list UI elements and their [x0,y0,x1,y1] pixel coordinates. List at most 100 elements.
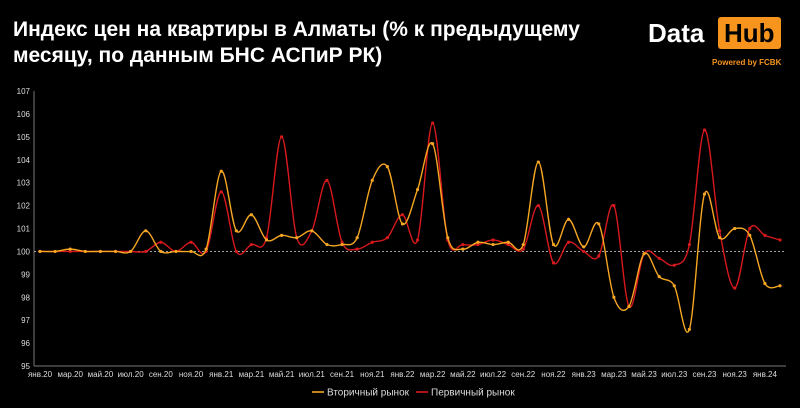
y-tick-label: 97 [21,316,30,325]
data-point-secondary [144,229,148,233]
data-point-secondary [38,249,42,254]
data-point-primary [491,238,495,242]
data-point-primary [657,256,661,260]
data-point-secondary [189,249,193,254]
data-point-secondary [400,222,405,226]
data-point-primary [461,242,465,247]
x-tick-label: янв.20 [28,370,53,379]
data-point-secondary [53,249,57,254]
data-point-secondary [582,245,586,249]
data-point-secondary [68,247,72,251]
data-point-secondary [717,236,722,240]
data-point-secondary [431,142,435,146]
x-tick-label: ноя.22 [541,370,566,379]
data-point-primary [355,247,359,251]
data-point-primary [340,240,344,244]
x-tick-label: янв.21 [209,370,234,379]
x-tick-label: ноя.23 [723,370,748,379]
data-point-secondary [113,249,118,254]
data-point-secondary [234,229,238,233]
data-point-primary [219,190,223,194]
data-point-primary [748,226,752,231]
data-point-primary [400,213,405,217]
data-point-secondary [597,222,601,226]
x-tick-label: сен.23 [692,370,717,379]
x-axis: янв.20 мар.20 май.20 июл.20 сен.20 ноя.20 янв.… [28,365,786,379]
data-point-secondary [280,233,284,237]
data-point-secondary [264,238,269,242]
data-point-secondary [310,229,314,233]
data-point-primary [370,240,374,244]
x-tick-label: май.21 [269,370,295,379]
x-tick-label: май.22 [450,370,476,379]
data-point-secondary [612,295,616,299]
y-tick-label: 96 [21,339,30,348]
data-point-secondary [370,178,374,182]
data-point-primary [68,249,72,254]
data-point-secondary [778,284,782,288]
data-point-primary [325,178,329,182]
chart-title: Индекс цен на квартиры в Алматы (% к пре… [13,18,580,67]
data-point-secondary [325,242,329,247]
data-point-primary [536,203,540,208]
data-point-primary [672,263,676,267]
data-point-primary [566,240,571,244]
x-tick-label: мар.21 [239,370,265,379]
data-point-secondary [174,249,178,254]
data-point-secondary [536,160,540,164]
data-point-secondary [551,242,556,247]
y-tick-label: 100 [17,247,31,256]
data-point-primary [249,242,254,247]
data-point-primary [521,247,525,251]
x-tick-label: янв.22 [390,370,415,379]
y-tick-label: 105 [17,133,31,142]
data-point-secondary [446,236,450,240]
logo-hub-text: Hub [718,17,781,49]
y-tick-label: 99 [21,270,30,279]
y-tick-label: 104 [17,156,31,165]
data-point-secondary [83,249,87,254]
data-point-secondary [476,240,480,244]
x-tick-label: мар.20 [57,370,83,379]
y-tick-label: 95 [21,362,30,371]
data-point-secondary [566,217,571,221]
data-point-primary [551,261,556,265]
data-point-secondary [642,252,646,256]
data-point-primary [612,203,616,208]
x-tick-label: янв.23 [572,370,597,379]
data-point-secondary [219,169,223,173]
series-line-secondary [39,142,781,333]
x-tick-label: июл.20 [118,370,145,379]
data-point-secondary [672,284,676,288]
data-point-primary [159,240,163,244]
data-point-primary [385,236,389,240]
data-point-primary [733,286,737,290]
x-tick-label: май.23 [631,370,657,379]
y-tick-label: 98 [21,293,30,302]
data-point-primary [702,128,707,132]
x-tick-label: сен.20 [149,370,174,379]
data-point-secondary [340,242,344,247]
y-tick-label: 106 [17,110,31,119]
y-tick-label: 101 [17,225,31,234]
data-point-secondary [763,281,767,286]
x-tick-label: янв.24 [753,370,778,379]
datahub-logo: Data Hub Powered by FCBK [648,16,788,74]
data-point-primary [234,249,238,254]
data-point-secondary [355,236,359,240]
x-tick-label: сен.22 [511,370,536,379]
data-point-secondary [415,187,420,192]
data-point-primary [778,238,782,242]
data-point-secondary [733,226,737,231]
logo-powered-text: Powered by FCBK [712,58,782,67]
y-tick-label: 103 [17,179,31,188]
legend: Вторичный рынок Первичный рынок [312,388,515,399]
data-point-secondary [461,247,465,251]
data-point-secondary [627,304,631,309]
data-point-secondary [491,242,495,247]
data-point-primary [189,240,193,244]
data-point-secondary [295,236,299,240]
data-point-secondary [204,247,208,251]
x-tick-label: май.20 [88,370,114,379]
